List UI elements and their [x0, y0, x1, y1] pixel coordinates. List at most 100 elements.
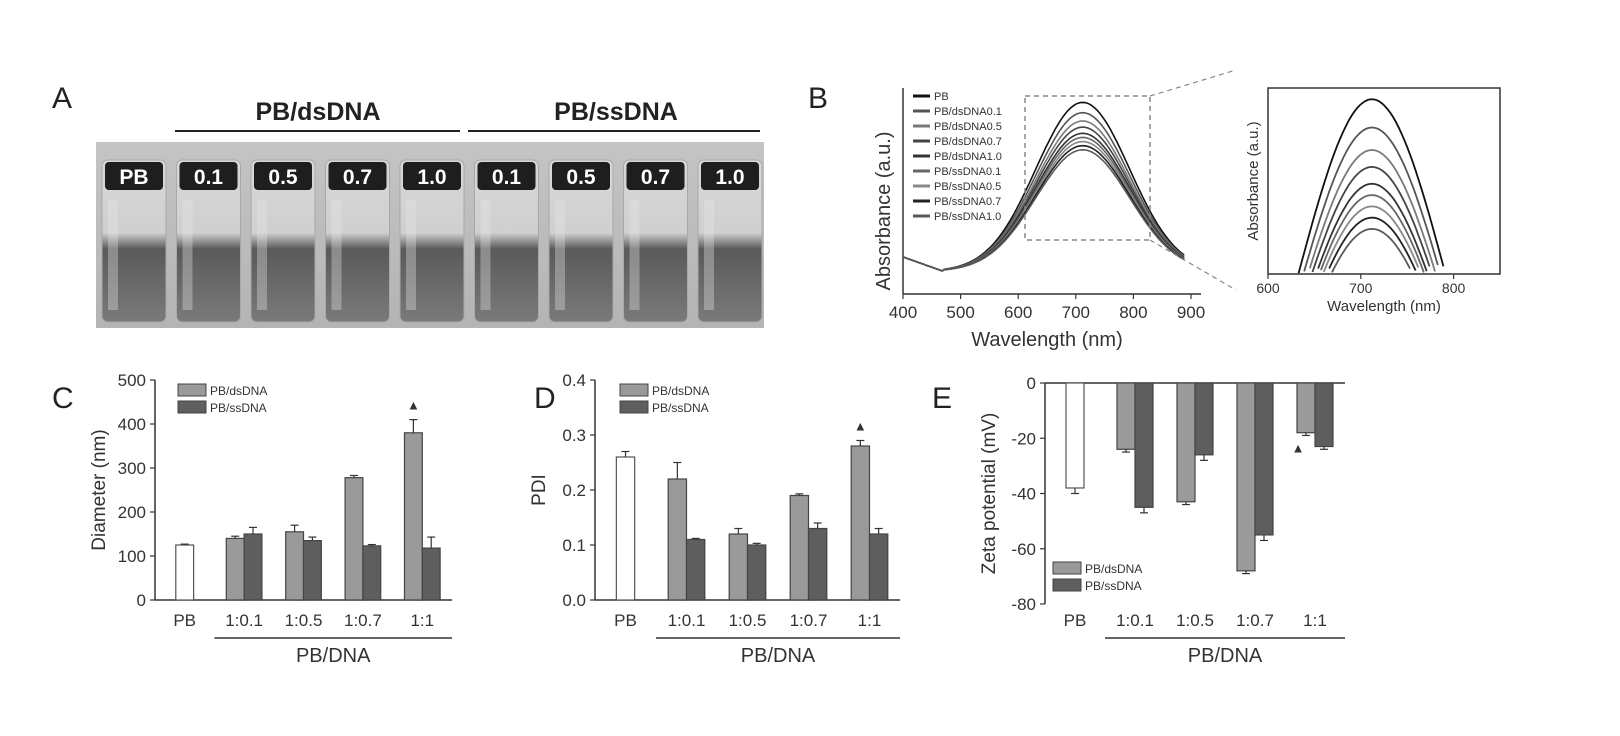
vial-tag-label: 0.5: [566, 166, 596, 189]
y-tick-label: 0.3: [562, 426, 586, 445]
inset-frame: [1267, 87, 1501, 275]
x-tick-label: PB: [1064, 611, 1087, 630]
bar: [302, 539, 322, 601]
panel-b-spectra: 400 500 600 700 800 900 Wavelength (nm) Absorba…: [873, 69, 1501, 351]
legend-swatch: [1052, 578, 1082, 592]
inset-x-tick-label: 600: [1256, 280, 1280, 296]
legend-label: PB/dsDNA: [1085, 562, 1142, 576]
bar: [685, 538, 706, 601]
bar: [285, 531, 305, 601]
y-tick-label: 0.2: [562, 481, 586, 500]
panel-e-letter: E: [932, 382, 952, 415]
panel-c-letter: C: [52, 382, 74, 415]
x-tick-label: 1:1: [1303, 611, 1327, 630]
bar: [1254, 382, 1274, 536]
vial-highlight: [704, 200, 714, 310]
vial-tag-label: 1.0: [715, 166, 744, 189]
panel-e-zeta-chart: 0 -20 -40 -60 -80 Zeta potential (mV) PB 1:0.1 1…: [979, 374, 1345, 667]
vial-tag-background: [105, 162, 163, 190]
bar: [243, 533, 263, 601]
vial-tag-label: PB: [119, 166, 148, 189]
vial: [325, 159, 390, 323]
vial: [250, 159, 316, 323]
y-axis-label: Absorbance (a.u.): [873, 132, 895, 291]
x-tick-label: 400: [889, 303, 917, 322]
panel-b-letter: B: [808, 82, 828, 115]
bar: [1296, 382, 1316, 434]
bar: [225, 537, 245, 601]
bar: [789, 494, 810, 601]
x-tick-label: 1:0.7: [1236, 611, 1274, 630]
vial-tag-label: 0.7: [641, 166, 670, 189]
panel-a-letter: A: [52, 82, 72, 115]
bar: [746, 544, 767, 601]
vial: [548, 159, 614, 323]
bar: [1176, 382, 1196, 503]
bar: [1314, 382, 1334, 448]
inset-spectrum-line: [1311, 165, 1431, 273]
legend-swatch: [177, 400, 207, 414]
vial-highlight: [331, 200, 342, 310]
bar: [1236, 382, 1256, 572]
panel-d-letter: D: [534, 382, 556, 415]
x-tick-label: 700: [1062, 303, 1090, 322]
x-axis-label: PB/DNA: [296, 645, 371, 667]
x-tick-label: 1:0.7: [790, 611, 828, 630]
group-title-dsdna: PB/dsDNA: [255, 98, 380, 126]
x-tick-label: 1:0.1: [1116, 611, 1154, 630]
x-tick-label: 1:1: [858, 611, 882, 630]
panel-c-diameter-chart: 0 100 200 300 400 500 Diameter (nm) PB 1:0.1 1:0.…: [89, 371, 452, 667]
legend-label: PB/ssDNA1.0: [934, 211, 1001, 223]
y-axis-label: Diameter (nm): [89, 429, 110, 550]
legend-label: PB/ssDNA: [210, 401, 267, 415]
legend-label: PB/dsDNA1.0: [934, 151, 1002, 163]
vial-tag-background: [179, 162, 238, 190]
bar: [868, 533, 889, 601]
vial-highlight: [406, 200, 416, 310]
bar-control: [615, 456, 636, 601]
panel-a-vial-photo: PB/dsDNA PB/ssDNA PB 0.1 0.5 0.7 1.0 0.1 0.5 0.…: [96, 98, 764, 328]
vial-tag-background: [403, 162, 461, 190]
bar: [403, 432, 423, 601]
vial: [399, 159, 465, 323]
x-tick-label: PB: [614, 611, 637, 630]
legend-swatch: [1052, 561, 1082, 575]
zoom-connector: [1149, 239, 1237, 291]
bar: [1194, 382, 1214, 456]
panel-d-pdi-chart: 0.0 0.1 0.2 0.3 0.4 PDI PB 1:0.1 1:0.5 1:0.7 1:1 PB…: [529, 371, 900, 667]
vial: [176, 159, 241, 323]
bar: [728, 533, 749, 601]
y-tick-label: 200: [118, 503, 146, 522]
vial: [697, 159, 763, 323]
significance-marker: ▲: [854, 419, 867, 434]
vial-tag-background: [552, 162, 610, 190]
vial-tag-label: 0.1: [194, 166, 224, 189]
inset-y-axis-label: Absorbance (a.u.): [1245, 121, 1262, 240]
legend-label: PB/ssDNA0.1: [934, 166, 1001, 178]
y-tick-label: 0: [137, 591, 146, 610]
inset-spectrum-line: [1303, 126, 1439, 272]
bar: [344, 477, 364, 601]
vial-tag-background: [328, 162, 387, 190]
vial-tag-label: 0.7: [343, 166, 372, 189]
y-tick-label: -40: [1011, 485, 1036, 504]
vial-tag-label: 1.0: [417, 166, 446, 189]
x-tick-label: 1:0.5: [729, 611, 767, 630]
x-axis-label: Wavelength (nm): [971, 329, 1123, 351]
group-title-ssdna: PB/ssDNA: [554, 98, 678, 126]
x-tick-label: 500: [946, 303, 974, 322]
x-tick-label: 900: [1177, 303, 1205, 322]
inset-x-axis-label: Wavelength (nm): [1327, 298, 1441, 315]
inset-spectrum-line: [1320, 194, 1425, 273]
inset-spectrum-line: [1317, 182, 1428, 272]
inset-spectrum-line: [1308, 149, 1436, 272]
bar: [362, 545, 382, 601]
bar: [1134, 382, 1154, 508]
bar: [421, 547, 441, 601]
legend-swatch: [619, 400, 649, 414]
vial-highlight: [108, 200, 118, 310]
x-tick-label: 1:0.5: [1176, 611, 1214, 630]
inset-x-tick-label: 700: [1349, 280, 1373, 296]
y-tick-label: -20: [1011, 429, 1036, 448]
